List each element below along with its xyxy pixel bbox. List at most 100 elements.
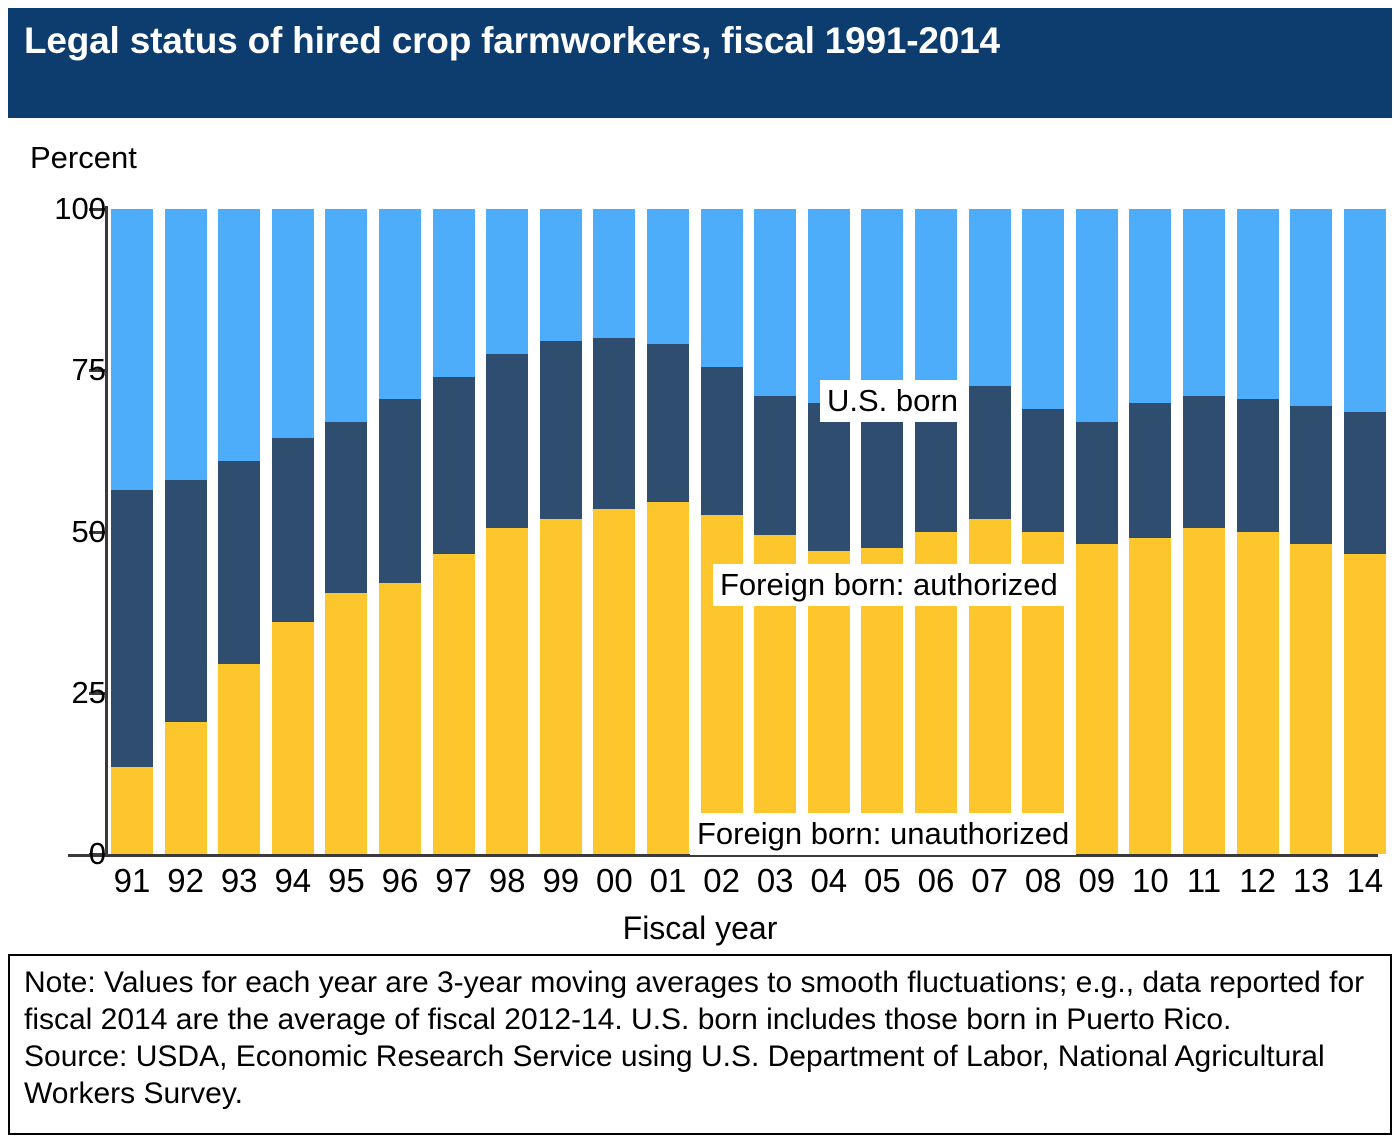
bar-segment-authorized[interactable]: [325, 421, 368, 593]
bar-segment-us-born[interactable]: [379, 209, 421, 400]
bar-stack[interactable]: [486, 209, 529, 854]
series-label-us-born: U.S. born: [820, 380, 965, 422]
bar-segment-authorized[interactable]: [271, 438, 314, 622]
bar-segment-us-born[interactable]: [807, 209, 850, 403]
bar-segment-us-born[interactable]: [539, 209, 582, 342]
footnote-box: Note: Values for each year are 3-year mo…: [8, 954, 1392, 1135]
bar-stack[interactable]: [647, 209, 689, 854]
bar-stack[interactable]: [271, 209, 314, 854]
bar-segment-unauthorized[interactable]: [379, 583, 421, 854]
bar-stack[interactable]: [1343, 209, 1386, 854]
bar-segment-authorized[interactable]: [1022, 408, 1065, 532]
page-title: Legal status of hired crop farmworkers, …: [24, 20, 1000, 61]
bar-segment-authorized[interactable]: [754, 396, 797, 535]
x-axis-tick-label: 97: [435, 862, 472, 899]
bar-segment-authorized[interactable]: [486, 354, 529, 529]
bar-segment-unauthorized[interactable]: [647, 502, 689, 854]
bar-stack[interactable]: [164, 209, 207, 854]
x-axis-tick-label: 10: [1132, 862, 1169, 899]
bar-segment-us-born[interactable]: [1075, 209, 1118, 422]
bar-segment-unauthorized[interactable]: [1075, 544, 1118, 854]
bar-segment-authorized[interactable]: [1075, 421, 1118, 545]
bar-stack[interactable]: [593, 209, 636, 854]
bar-segment-unauthorized[interactable]: [325, 592, 368, 854]
bar-segment-us-born[interactable]: [647, 209, 689, 345]
bar-segment-us-born[interactable]: [218, 209, 261, 461]
bar-stack[interactable]: [915, 209, 957, 854]
bar-stack[interactable]: [432, 209, 475, 854]
bar-segment-us-born[interactable]: [861, 209, 904, 397]
bar-segment-authorized[interactable]: [700, 367, 743, 516]
bar-segment-us-born[interactable]: [271, 209, 314, 438]
bar-segment-unauthorized[interactable]: [486, 528, 529, 854]
bar-segment-us-born[interactable]: [1129, 209, 1172, 403]
bar-segment-authorized[interactable]: [164, 479, 207, 722]
x-axis-tick-label: 93: [220, 862, 258, 899]
bar-stack[interactable]: [379, 209, 421, 854]
bar-segment-us-born[interactable]: [486, 209, 529, 355]
bar-stack[interactable]: [218, 209, 261, 854]
bar-stack[interactable]: [754, 209, 797, 854]
header-band: Legal status of hired crop farmworkers, …: [8, 8, 1392, 118]
bar-segment-authorized[interactable]: [1290, 405, 1333, 545]
bar-segment-authorized[interactable]: [807, 402, 850, 551]
bar-segment-authorized[interactable]: [539, 341, 582, 519]
bar-segment-authorized[interactable]: [1236, 399, 1279, 532]
bar-stack[interactable]: [1290, 209, 1333, 854]
bar-stack[interactable]: [700, 209, 743, 854]
x-axis-tick-label: 00: [596, 862, 633, 899]
bar-stack[interactable]: [861, 209, 904, 854]
bar-segment-us-born[interactable]: [915, 209, 957, 380]
bar-segment-authorized[interactable]: [593, 338, 636, 509]
bar-segment-us-born[interactable]: [754, 209, 797, 397]
bar-segment-us-born[interactable]: [593, 209, 636, 338]
bar-stack[interactable]: [1075, 209, 1118, 854]
bar-segment-authorized[interactable]: [111, 489, 153, 767]
y-axis-tick-label: 25: [71, 674, 106, 710]
bar-stack[interactable]: [325, 209, 368, 854]
bar-segment-unauthorized[interactable]: [593, 508, 636, 854]
x-axis-tick-label: 13: [1292, 862, 1330, 899]
bar-segment-authorized[interactable]: [432, 376, 475, 555]
bar-segment-unauthorized[interactable]: [432, 554, 475, 854]
bar-segment-unauthorized[interactable]: [218, 663, 261, 854]
bar-segment-us-born[interactable]: [432, 209, 475, 377]
bar-segment-us-born[interactable]: [325, 209, 368, 422]
bar-segment-authorized[interactable]: [1343, 412, 1386, 555]
bar-segment-unauthorized[interactable]: [1236, 531, 1279, 854]
bar-segment-authorized[interactable]: [379, 399, 421, 584]
bar-segment-authorized[interactable]: [968, 386, 1011, 519]
bar-segment-authorized[interactable]: [218, 460, 261, 664]
bar-segment-unauthorized[interactable]: [271, 621, 314, 854]
bar-stack[interactable]: [1183, 209, 1225, 854]
bar-stack[interactable]: [539, 209, 582, 854]
bar-segment-us-born[interactable]: [111, 209, 153, 490]
bar-segment-unauthorized[interactable]: [1183, 528, 1225, 854]
bar-segment-us-born[interactable]: [1343, 209, 1386, 413]
bar-stack[interactable]: [1236, 209, 1279, 854]
x-axis-tick-label: 04: [810, 862, 848, 899]
bar-segment-us-born[interactable]: [700, 209, 743, 368]
bar-stack[interactable]: [1022, 209, 1065, 854]
bar-segment-authorized[interactable]: [1183, 396, 1225, 529]
bar-segment-unauthorized[interactable]: [539, 518, 582, 854]
bar-segment-unauthorized[interactable]: [1343, 554, 1386, 854]
bar-segment-us-born[interactable]: [1022, 209, 1065, 409]
bar-segment-us-born[interactable]: [1290, 209, 1333, 406]
bar-segment-authorized[interactable]: [1129, 402, 1172, 538]
bar-segment-unauthorized[interactable]: [111, 766, 153, 854]
x-axis-tick-label: 08: [1024, 862, 1062, 899]
bar-segment-unauthorized[interactable]: [1129, 537, 1172, 854]
bar-segment-us-born[interactable]: [1183, 209, 1225, 397]
bar-stack[interactable]: [807, 209, 850, 854]
bar-stack[interactable]: [111, 209, 153, 854]
bar-stack[interactable]: [968, 209, 1011, 854]
bar-segment-us-born[interactable]: [164, 209, 207, 480]
bar-segment-us-born[interactable]: [1236, 209, 1279, 400]
y-axis-tick-mark: [89, 208, 106, 211]
bar-segment-authorized[interactable]: [647, 344, 689, 503]
bar-stack[interactable]: [1129, 209, 1172, 854]
bar-segment-unauthorized[interactable]: [1290, 544, 1333, 854]
bar-segment-us-born[interactable]: [968, 209, 1011, 387]
bar-segment-unauthorized[interactable]: [164, 721, 207, 854]
